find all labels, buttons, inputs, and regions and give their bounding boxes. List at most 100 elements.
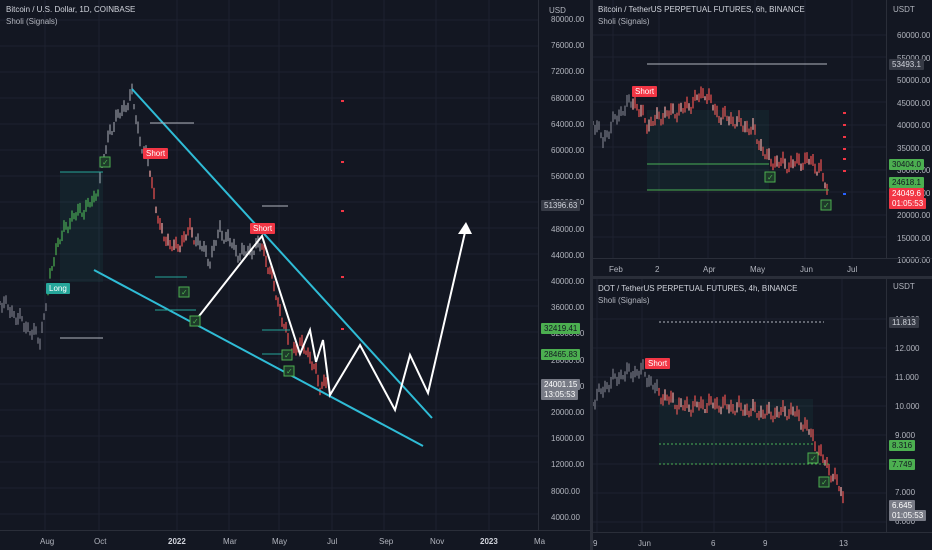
svg-text:✓: ✓ [286, 367, 293, 376]
last-price-tag: 24001.15 [541, 379, 581, 390]
zone-box [60, 172, 103, 282]
price-tick: 55000.00 [897, 53, 931, 63]
price-tick: 40000.00 [897, 121, 931, 130]
dot-futures-canvas[interactable]: ✓ ✓ [593, 279, 932, 550]
main-time-axis[interactable]: Aug Oct 2022 Mar May Jul Sep Nov 2023 Ma [0, 530, 590, 550]
time-tick: Sep [379, 537, 394, 546]
pane-divider[interactable] [590, 0, 593, 550]
check-icon: ✓ [764, 171, 776, 183]
check-icon: ✓ [99, 156, 111, 168]
time-tick: 2022 [168, 537, 186, 546]
price-tick: 48000.00 [551, 224, 585, 234]
check-icon: ✓ [807, 452, 819, 464]
price-tick: 10000.00 [897, 256, 931, 265]
red-markers [843, 112, 846, 172]
time-tick: May [272, 537, 288, 546]
tr-candles [593, 86, 828, 195]
price-tick: 7.000 [895, 488, 916, 498]
btc-futures-pane[interactable]: ✓ ✓ Bitcoin / TetherUS PERPETUAL FUTURES… [593, 0, 932, 276]
price-tick: 64000.00 [551, 119, 585, 129]
price-tick: 12.000 [895, 343, 920, 353]
projection-path [195, 227, 467, 413]
pane-divider-horizontal[interactable] [593, 276, 932, 279]
br-time-axis[interactable]: 9 Jun 6 9 13 [593, 532, 932, 550]
check-icon: ✓ [820, 199, 832, 211]
last-price-tag: 6.645 [889, 500, 916, 511]
main-chart-title: Bitcoin / U.S. Dollar, 1D, COINBASE [6, 5, 136, 14]
time-tick: Jun [638, 539, 651, 548]
price-tick: 30000.00 [897, 166, 931, 175]
price-tick: 4000.00 [551, 512, 580, 522]
main-price-axis[interactable]: USD 80000.00 76000.00 72000.00 68000.00 6400… [538, 0, 590, 530]
time-tick: Oct [94, 537, 107, 546]
price-tag-gray: 53493.1 [889, 59, 924, 70]
price-tick: 28000.00 [551, 355, 585, 365]
price-tag-green: 7.749 [889, 459, 916, 470]
svg-text:✓: ✓ [192, 317, 199, 326]
time-tick: 9 [763, 539, 768, 548]
time-tick: 6 [711, 539, 716, 548]
price-tick: 36000.00 [551, 303, 585, 313]
countdown-tag: 01:05:53 [889, 510, 927, 521]
red-markers [341, 100, 344, 330]
wedge-lower-line [93, 269, 424, 447]
price-tick: 16000.00 [551, 434, 585, 444]
wedge-upper-line [131, 88, 433, 419]
price-tick: 80000.00 [551, 15, 585, 24]
price-tick: 15000.00 [897, 233, 931, 243]
price-tick: 72000.00 [551, 67, 585, 77]
time-tick: Aug [40, 537, 55, 546]
time-tick: 2 [655, 265, 660, 274]
dot-futures-indicator[interactable]: Sholi (Signals) [598, 296, 650, 305]
tr-price-axis[interactable]: USDT 60000.00 55000.00 50000.00 45000.00 400… [886, 0, 932, 265]
tr-time-axis[interactable]: Feb 2 Apr May Jun Jul [593, 258, 932, 276]
br-price-axis[interactable]: USDT 13.00012.00011.00010.0009.0008.0007… [886, 279, 932, 532]
price-tick: 20000.00 [897, 211, 931, 220]
price-tick: 45000.00 [897, 98, 931, 108]
last-price-tag: 24049.6 [889, 188, 924, 199]
main-chart-pane[interactable]: ✓ ✓ ✓ ✓ ✓ Bitcoin / U.S. Dollar, 1D, COI… [0, 0, 590, 550]
main-grid [0, 0, 538, 530]
time-tick: Jun [800, 265, 813, 274]
check-icon: ✓ [178, 286, 190, 298]
svg-text:✓: ✓ [767, 173, 774, 182]
time-tick: Nov [430, 537, 445, 546]
br-candles [593, 359, 844, 504]
svg-text:✓: ✓ [821, 478, 828, 487]
price-tick: 50000.00 [897, 76, 931, 85]
signal-short: Short [250, 223, 276, 234]
price-tick: 60000.00 [897, 31, 931, 40]
time-tick: Feb [609, 265, 623, 274]
price-tick: 60000.00 [551, 146, 585, 155]
zone-box [659, 399, 813, 464]
btc-futures-indicator[interactable]: Sholi (Signals) [598, 17, 650, 26]
tr-grid [593, 0, 886, 258]
dot-futures-pane[interactable]: ✓ ✓ DOT / TetherUS PERPETUAL FUTURES, 4h… [593, 279, 932, 550]
btc-futures-canvas[interactable]: ✓ ✓ [593, 0, 932, 276]
price-tag-gray: 11.813 [889, 317, 919, 328]
price-tag-gray: 51396.63 [541, 200, 581, 211]
time-tick: 9 [593, 539, 598, 548]
price-tick: 6.000 [895, 517, 916, 527]
btc-futures-title: Bitcoin / TetherUS PERPETUAL FUTURES, 6h… [598, 5, 805, 14]
price-tick: 8000.00 [551, 486, 580, 496]
br-grid [593, 279, 886, 532]
price-tick: 40000.00 [551, 277, 585, 286]
price-tag-green: 8.316 [889, 440, 916, 451]
countdown-tag: 13:05:53 [541, 389, 579, 400]
currency-label: USD [549, 6, 566, 15]
svg-text:✓: ✓ [102, 158, 109, 167]
main-indicator-label[interactable]: Sholi (Signals) [6, 17, 58, 26]
svg-text:✓: ✓ [181, 288, 188, 297]
main-chart-canvas[interactable]: ✓ ✓ ✓ ✓ ✓ [0, 0, 590, 550]
dot-futures-title: DOT / TetherUS PERPETUAL FUTURES, 4h, BI… [598, 284, 798, 293]
price-tag-green: 28465.83 [541, 349, 581, 360]
signal-short: Short [645, 358, 671, 369]
price-tick: 68000.00 [551, 93, 585, 103]
price-tick: 35000.00 [897, 143, 931, 153]
check-icon: ✓ [281, 349, 293, 361]
svg-text:✓: ✓ [284, 351, 291, 360]
price-tick: 12000.00 [551, 460, 585, 470]
price-tick: 44000.00 [551, 250, 585, 260]
svg-text:✓: ✓ [823, 201, 830, 210]
